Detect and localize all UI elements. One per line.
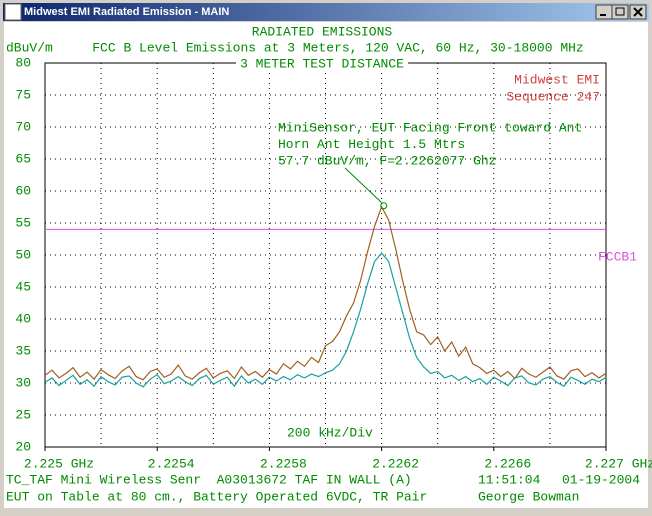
footer-date: 01-19-2004 <box>562 472 640 487</box>
y-tick-label: 30 <box>15 375 31 390</box>
app-icon <box>4 3 22 21</box>
title-bar <box>3 3 649 21</box>
y-tick-label: 45 <box>15 279 31 294</box>
annotation-text: Horn Ant Height 1.5 Mtrs <box>278 137 465 152</box>
y-tick-label: 50 <box>15 247 31 262</box>
x-tick-label: 2.2262 <box>372 456 419 471</box>
chart-subtitle: FCC B Level Emissions at 3 Meters, 120 V… <box>92 40 583 55</box>
y-tick-label: 60 <box>15 183 31 198</box>
y-tick-label: 70 <box>15 119 31 134</box>
distance-label: 3 METER TEST DISTANCE <box>240 56 404 71</box>
close-glyph <box>633 7 643 17</box>
footer-text: TC_TAF Mini Wireless Senr A03013672 TAF … <box>6 472 412 487</box>
y-tick-label: 25 <box>15 407 31 422</box>
peak-marker <box>380 202 388 210</box>
maximize-button[interactable] <box>611 4 629 20</box>
footer-text: EUT on Table at 80 cm., Battery Operated… <box>6 489 427 504</box>
y-tick-label: 65 <box>15 151 31 166</box>
x-tick-label: 2.227 GHz <box>585 456 652 471</box>
annotation-text: MiniSensor, EUT Facing Front toward Ant <box>278 120 582 135</box>
y-tick-label: 75 <box>15 87 31 102</box>
y-axis-label: dBuV/m <box>6 40 53 55</box>
y-tick-label: 55 <box>15 215 31 230</box>
footer-time: 11:51:04 <box>478 472 541 487</box>
maximize-glyph <box>615 7 625 16</box>
x-tick-label: 2.2258 <box>260 456 307 471</box>
trace <box>44 205 607 381</box>
y-tick-label: 80 <box>15 55 31 70</box>
limit-label: FCCB1 <box>598 249 637 264</box>
y-tick-label: 40 <box>15 311 31 326</box>
x-tick-label: 2.2266 <box>484 456 531 471</box>
trace <box>44 252 607 388</box>
x-axis-label: 200 kHz/Div <box>287 425 373 440</box>
annotation-text: 57.7 dBuV/m, F=2.2262077 Ghz <box>278 153 496 168</box>
footer-operator: George Bowman <box>478 489 579 504</box>
chart-title: RADIATED EMISSIONS <box>252 24 393 39</box>
sequence-label: Sequence 247 <box>506 89 600 104</box>
distance-label-bg <box>236 56 409 72</box>
y-tick-label: 20 <box>15 439 31 454</box>
minimize-button[interactable] <box>595 4 613 20</box>
y-tick-label: 35 <box>15 343 31 358</box>
window-buttons <box>595 4 647 20</box>
window-title: Midwest EMI Radiated Emission - MAIN <box>24 6 229 18</box>
annotation-leader <box>344 167 383 204</box>
x-tick-label: 2.225 GHz <box>24 456 94 471</box>
company-label: Midwest EMI <box>514 72 600 87</box>
x-tick-label: 2.2254 <box>148 456 195 471</box>
